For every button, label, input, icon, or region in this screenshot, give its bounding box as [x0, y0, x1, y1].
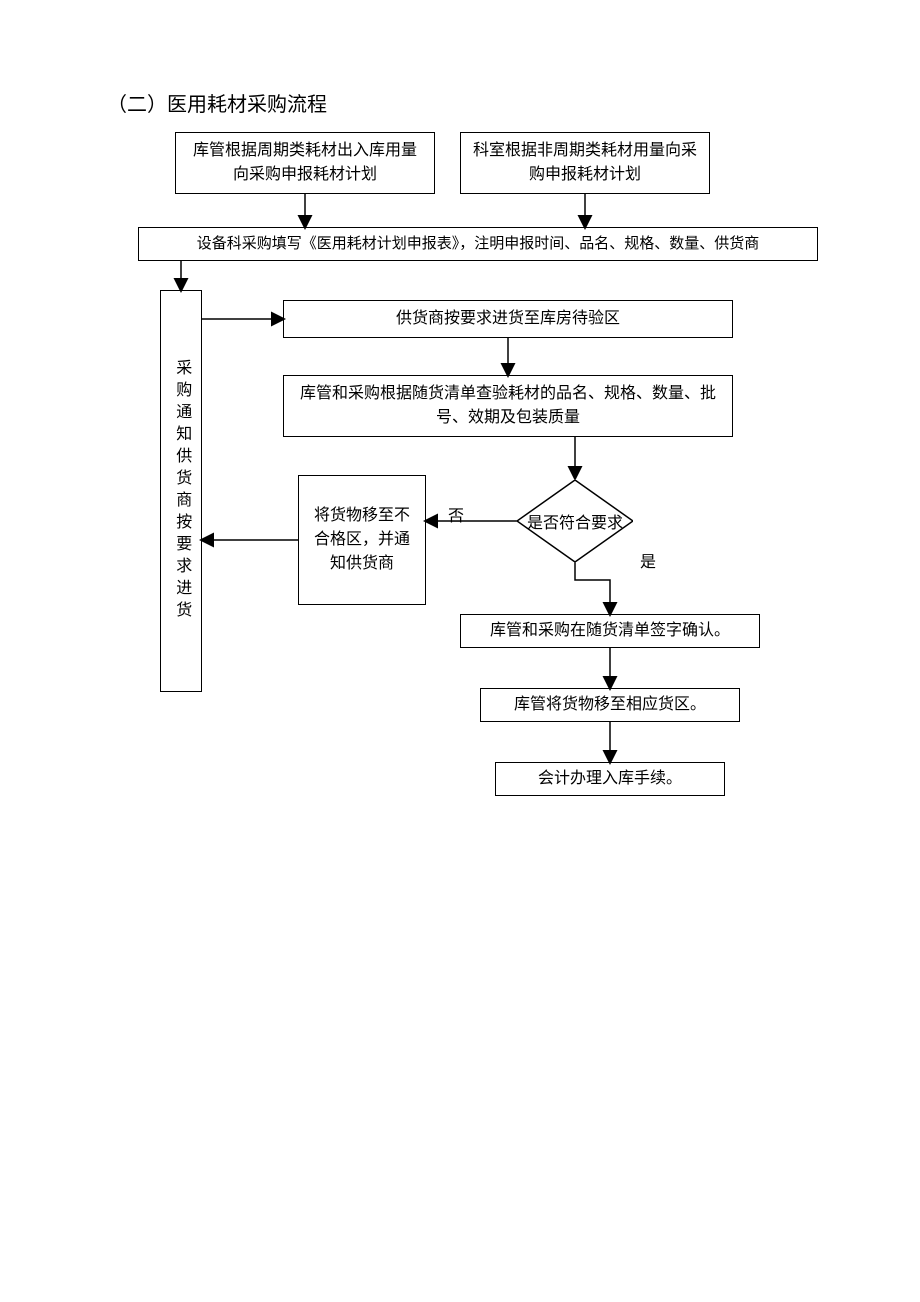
node-n6-text: 库管和采购根据随货清单查验耗材的品名、规格、数量、批号、效期及包装质量 — [294, 382, 722, 430]
node-n1-text: 库管根据周期类耗材出入库用量向采购申报耗材计划 — [186, 139, 424, 187]
edge-label-yes: 是 — [640, 548, 656, 572]
node-n11: 会计办理入库手续。 — [495, 762, 725, 796]
node-n9: 库管和采购在随货清单签字确认。 — [460, 614, 760, 648]
page-title: （二）医用耗材采购流程 — [107, 88, 327, 117]
node-n5-text: 供货商按要求进货至库房待验区 — [396, 307, 620, 331]
node-n2-text: 科室根据非周期类耗材用量向采购申报耗材计划 — [471, 139, 699, 187]
node-n2: 科室根据非周期类耗材用量向采购申报耗材计划 — [460, 132, 710, 194]
node-n8-text: 将货物移至不合格区，并通知供货商 — [309, 504, 415, 576]
edge-label-no: 否 — [448, 502, 464, 526]
node-n1: 库管根据周期类耗材出入库用量向采购申报耗材计划 — [175, 132, 435, 194]
node-n6: 库管和采购根据随货清单查验耗材的品名、规格、数量、批号、效期及包装质量 — [283, 375, 733, 437]
node-n9-text: 库管和采购在随货清单签字确认。 — [490, 619, 730, 643]
node-n10-text: 库管将货物移至相应货区。 — [514, 693, 706, 717]
node-n4: 采购通知供货商按要求进货 — [160, 290, 202, 692]
node-n4-text: 采购通知供货商按要求进货 — [170, 359, 192, 623]
node-n7-text: 是否符合要求 — [527, 509, 623, 533]
node-n7: 是否符合要求 — [517, 480, 633, 562]
node-n5: 供货商按要求进货至库房待验区 — [283, 300, 733, 338]
node-n10: 库管将货物移至相应货区。 — [480, 688, 740, 722]
node-n3: 设备科采购填写《医用耗材计划申报表》，注明申报时间、品名、规格、数量、供货商 — [138, 227, 818, 261]
flowchart-arrows — [0, 0, 920, 1302]
node-n3-text: 设备科采购填写《医用耗材计划申报表》，注明申报时间、品名、规格、数量、供货商 — [197, 233, 760, 256]
node-n11-text: 会计办理入库手续。 — [538, 767, 682, 791]
node-n8: 将货物移至不合格区，并通知供货商 — [298, 475, 426, 605]
